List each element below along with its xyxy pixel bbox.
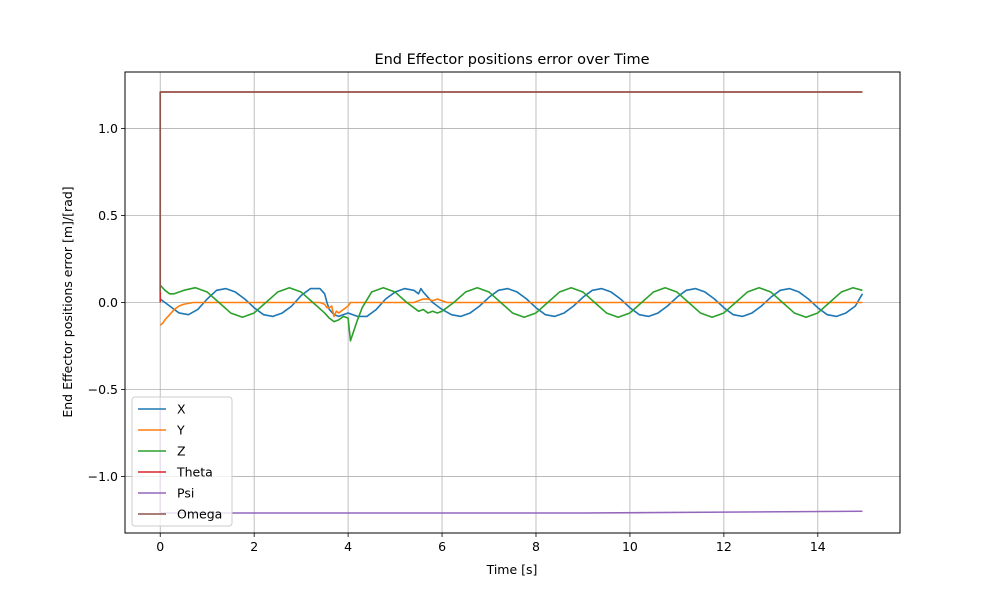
series-line-y [159, 298, 863, 326]
y-axis-label: End Effector positions error [m]/[rad] [60, 186, 75, 417]
legend-label-x: X [177, 402, 186, 417]
x-tick-label: 10 [622, 539, 638, 554]
chart-title: End Effector positions error over Time [374, 52, 649, 68]
y-tick-label: −1.0 [88, 469, 118, 484]
legend-label-omega: Omega [177, 507, 222, 522]
x-tick-label: 8 [532, 539, 540, 554]
series-line-x [159, 287, 864, 318]
series-line-theta [159, 91, 863, 303]
y-tick-label: 0.0 [98, 295, 118, 310]
series-line-psi [159, 398, 863, 514]
y-tick-label: 0.5 [98, 208, 118, 223]
legend-label-z: Z [177, 444, 186, 459]
y-tick-label: −0.5 [88, 382, 118, 397]
x-tick-label: 2 [250, 539, 258, 554]
x-tick-label: 0 [156, 539, 164, 554]
legend-label-theta: Theta [176, 465, 213, 480]
legend: XYZ Theta Psi Omega [131, 396, 233, 527]
axis-ticks: 0 2 4 6 8 10 12 14 −1.0 −0.5 0.0 0.5 1.0 [88, 121, 826, 554]
series-line-omega [159, 91, 863, 293]
x-tick-label: 4 [344, 539, 352, 554]
x-tick-label: 6 [438, 539, 446, 554]
y-tick-label: 1.0 [98, 121, 118, 136]
x-tick-label: 14 [810, 539, 826, 554]
plot-lines [159, 91, 864, 514]
x-tick-label: 12 [716, 539, 732, 554]
x-axis-label: Time [s] [486, 562, 538, 577]
legend-label-psi: Psi [177, 486, 194, 501]
legend-label-y: Y [176, 423, 185, 438]
series-line-z [159, 284, 863, 342]
